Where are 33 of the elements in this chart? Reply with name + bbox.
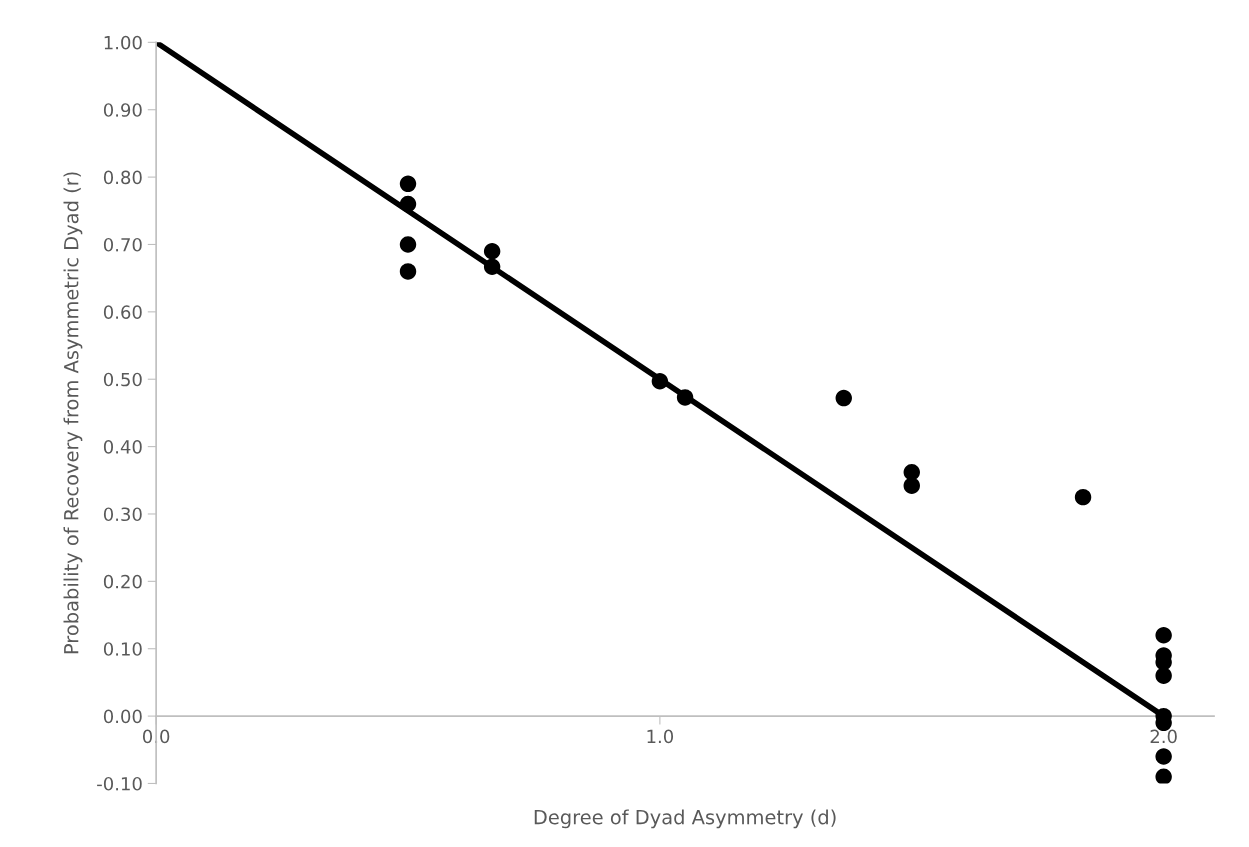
y-tick-label: 0.70 (103, 237, 142, 252)
y-tick-label: 0.50 (103, 372, 142, 387)
y-tick-label: 0.20 (103, 574, 142, 589)
point (1155, 768, 1172, 784)
x-tick-label: 1.0 (647, 729, 674, 744)
x-tick-label: 2.0 (1150, 729, 1177, 744)
y-tick-label: 0.90 (103, 103, 142, 117)
point (399, 236, 417, 253)
point (676, 389, 694, 406)
point (483, 243, 501, 260)
y-tick-label: 0.40 (103, 440, 142, 454)
point (483, 258, 501, 275)
point (399, 195, 417, 213)
y-tick-label: 0.30 (103, 507, 142, 522)
y-tick-label: -0.10 (97, 776, 142, 791)
point (399, 175, 417, 193)
point (1155, 627, 1172, 644)
point (651, 373, 669, 390)
point (903, 463, 920, 481)
y-tick-label: 0.00 (103, 709, 142, 724)
point (1074, 488, 1092, 506)
y-tick-label: 0.10 (103, 642, 142, 656)
point (399, 263, 417, 280)
y-tick-label: 0.60 (103, 305, 142, 319)
x-axis-title: Degree of Dyad Asymmetry (d) (534, 809, 836, 829)
x-tick-label: 0.0 (142, 729, 170, 744)
point (1155, 667, 1172, 684)
point (1155, 748, 1172, 765)
y-tick-label: 1.00 (104, 35, 142, 50)
point (835, 389, 852, 407)
y-tick-label: 0.80 (103, 170, 142, 185)
y-axis-title: Probability of Recovery from Asymmetric Dyad (r) (63, 172, 83, 654)
point (903, 477, 920, 494)
